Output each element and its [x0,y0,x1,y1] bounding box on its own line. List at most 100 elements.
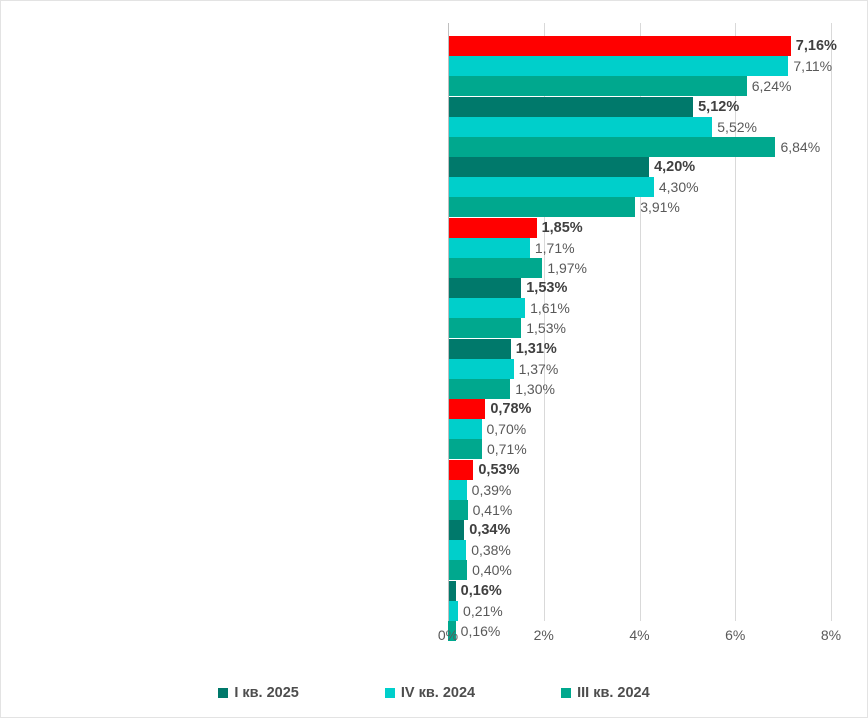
chart-legend: I кв. 2025 IV кв. 2024 III кв. 2024 [1,685,867,701]
bar [448,499,468,520]
bar-line: 0,16% [448,620,831,641]
bar-value-label: 0,71% [486,441,527,457]
category-group: Вредоносные программы для AutoCAD0,34%0,… [448,520,831,580]
bar-value-label: 1,53% [526,320,566,336]
bar-value-label: 0,78% [490,401,532,417]
bar-line: 4,30% [448,177,831,197]
value-axis-line [448,23,449,621]
bar [448,600,459,621]
gridline-8% [831,23,832,621]
bar-value-label: 0,39% [471,481,512,498]
category-group: Вирусы (Virus)1,53%1,61%1,53% [448,278,831,338]
bar-line: 1,37% [448,358,831,379]
bar-value-label: 1,61% [530,300,570,316]
bar [448,96,694,117]
x-tick-label: 2% [533,627,554,643]
legend-swatch-icon [561,688,572,698]
gridline-6% [735,23,737,621]
bar-line: 3,91% [448,197,831,217]
bar-value-label: 1,71% [534,239,575,256]
bar [448,338,511,359]
bar-line: 1,53% [448,278,831,298]
bar [448,378,511,399]
bar-value-label: 1,37% [518,360,559,377]
bar [448,479,467,500]
bar [448,399,486,419]
category-group: Черви (Worm)1,31%1,37%1,30% [448,338,831,399]
bar-value-label: 7,16% [795,38,837,54]
category-group: Майнеры — исполняемые файлы для ОС Windo… [448,399,831,459]
bar [448,136,776,157]
legend-label: I кв. 2025 [234,685,299,701]
legend-label: IV кв. 2024 [400,685,476,701]
bar-line: 0,70% [448,419,831,439]
bar-line: 0,16% [448,580,831,601]
bar-line: 5,52% [448,116,831,137]
bar-value-label: 6,24% [751,78,792,94]
bar [448,620,456,641]
bar-value-label: 1,31% [515,340,557,357]
bar [448,560,468,580]
category-group: Вредоносные документы (MSOffice+PDF)1,85… [448,217,831,278]
x-tick-label: 0% [437,627,459,643]
x-tick-label: 8% [820,627,842,643]
x-axis-tick-labels: 0% 2% 4% 6% 8% [438,627,841,647]
x-tick-label: 4% [629,627,650,643]
bar [448,36,791,56]
bar-value-label: 1,97% [547,259,588,276]
category-group: Вредоносные скрипты и фишинговые страниц… [448,36,837,96]
legend-item[interactable]: III кв. 2024 [561,685,650,701]
bar-line: 4,20% [448,157,831,177]
bar [448,177,654,197]
category-group: Троянцы-шпионы, бэкдоры и кейлоггеры4,20… [448,157,831,217]
bar-line: 0,41% [448,499,831,520]
bar-value-label: 0,40% [472,562,512,578]
bar-value-label: 0,16% [460,622,501,639]
bar-value-label: 3,91% [640,199,680,215]
bar-value-label: 1,53% [526,280,568,296]
gridline-4% [639,23,641,621]
bar-value-label: 6,84% [780,138,821,155]
bar-line: 6,84% [448,136,831,157]
bar-value-label: 4,30% [658,179,699,195]
legend-swatch-icon [218,688,229,698]
bar-line: 1,85% [448,217,831,238]
bar [448,540,467,560]
bar [448,257,543,278]
bar-line: 1,71% [448,237,831,258]
bar-value-label: 0,38% [471,542,511,558]
bar [448,318,522,338]
bar-line: 0,39% [448,479,831,500]
bar-value-label: 0,41% [472,501,513,518]
bar-line: 0,71% [448,439,831,459]
bar-value-label: 0,21% [463,602,503,619]
bar-line: 0,78% [448,399,831,419]
bar-value-label: 1,85% [541,219,583,236]
bar [448,197,636,217]
category-group: Ресурсы в интернете из списка запрещенны… [448,96,831,157]
legend-item[interactable]: IV кв. 2024 [384,685,476,701]
bar [448,237,530,258]
plot-area: Вредоносные скрипты и фишинговые страниц… [448,23,837,641]
bar-line: 7,16% [448,36,837,56]
bar [448,459,474,480]
bar [448,217,537,238]
bar-line: 0,53% [448,459,831,480]
bar-line: 6,24% [448,76,831,96]
bar [448,358,514,379]
bar [448,520,465,540]
bar [448,419,482,439]
bar [448,116,713,137]
bar-value-label: 5,12% [698,98,740,115]
x-tick-label: 6% [725,627,746,643]
bar [448,439,482,459]
bar-line: 1,31% [448,338,831,359]
legend-label: III кв. 2024 [577,685,650,701]
bar-line: 1,53% [448,318,831,338]
bar-line: 0,34% [448,520,831,540]
legend-item[interactable]: I кв. 2025 [218,685,299,701]
bar-line: 1,30% [448,378,831,399]
bar [448,580,456,601]
category-group: Программы-вымогатели0,16%0,21%0,16% [448,580,831,641]
bar [448,56,789,76]
